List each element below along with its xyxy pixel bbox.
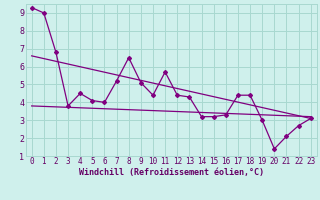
X-axis label: Windchill (Refroidissement éolien,°C): Windchill (Refroidissement éolien,°C) [79,168,264,177]
